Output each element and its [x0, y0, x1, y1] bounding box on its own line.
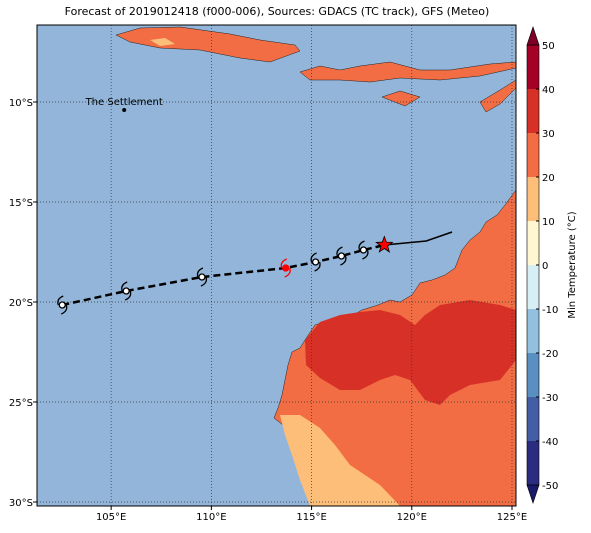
colorbar-tick-label: -40 [542, 437, 558, 448]
track-line [384, 231, 453, 246]
colorbar-bin [527, 221, 539, 265]
storm-symbol [196, 267, 208, 287]
colorbar-over [526, 26, 540, 46]
storm-symbol [310, 252, 321, 272]
storm-symbol [121, 281, 132, 301]
land [115, 26, 516, 506]
storm-center [198, 273, 206, 281]
colorbar-under [526, 484, 540, 504]
lat-label: 25°S [9, 398, 33, 409]
colorbar-tick-label: 20 [542, 173, 555, 184]
map-frame [36, 24, 517, 507]
colorbar-tick-label: -10 [542, 305, 558, 316]
storm-center [359, 246, 368, 254]
colorbar-tick-label: 30 [542, 129, 555, 140]
lon-label: 105°E [96, 512, 126, 523]
storm-center [337, 252, 346, 260]
lon-label: 125°E [497, 512, 527, 523]
lon-label: 120°E [397, 512, 427, 523]
storm-current [375, 235, 394, 253]
storm-symbol [280, 258, 291, 278]
storm-center [122, 287, 130, 295]
colorbar-bin [527, 45, 539, 89]
place-marker [122, 108, 127, 112]
colorbar-tick-label: 40 [542, 85, 555, 96]
storm-center [282, 264, 290, 272]
colorbar-bin [527, 441, 539, 485]
lat-label: 30°S [9, 498, 33, 509]
lon-label: 110°E [196, 512, 226, 523]
colorbar-label: Min Temperature (°C) [567, 211, 578, 318]
lon-label: 115°E [296, 512, 326, 523]
storm-center [311, 258, 320, 266]
colorbar-bin [527, 353, 539, 397]
storm-center [58, 301, 66, 309]
lat-label: 10°S [9, 98, 33, 109]
cyclone-track [57, 231, 453, 315]
colorbar-tick-label: -20 [542, 349, 558, 360]
colorbar-bin [527, 265, 539, 309]
storm-symbol [336, 246, 347, 266]
storm-symbol [358, 240, 369, 260]
colorbar-bin [527, 397, 539, 441]
lat-label: 20°S [9, 298, 33, 309]
colorbar-tick-label: 50 [542, 41, 555, 52]
place-label: The Settlement [85, 97, 163, 108]
storm-symbol [57, 295, 68, 315]
colorbar-bin [527, 309, 539, 353]
colorbar-bin [527, 89, 539, 133]
colorbar-tick-label: -30 [542, 393, 558, 404]
lat-label: 15°S [9, 198, 33, 209]
colorbar: -50 -40 -30 -20 -10 0 10 20 30 40 50 [526, 26, 558, 504]
track-line [61, 243, 385, 307]
colorbar-bin [527, 177, 539, 221]
graticule: 105°E 110°E 115°E 120°E 125°E 10°S 15°S 20°S 25°… [9, 25, 527, 523]
colorbar-tick-label: -50 [542, 481, 558, 492]
colorbar-tick-label: 10 [542, 217, 555, 228]
colorbar-tick-label: 0 [542, 261, 548, 272]
colorbar-bin [527, 133, 539, 177]
basemap [37, 25, 516, 506]
title: Forecast of 2019012418 (f000-006), Sourc… [65, 5, 490, 18]
